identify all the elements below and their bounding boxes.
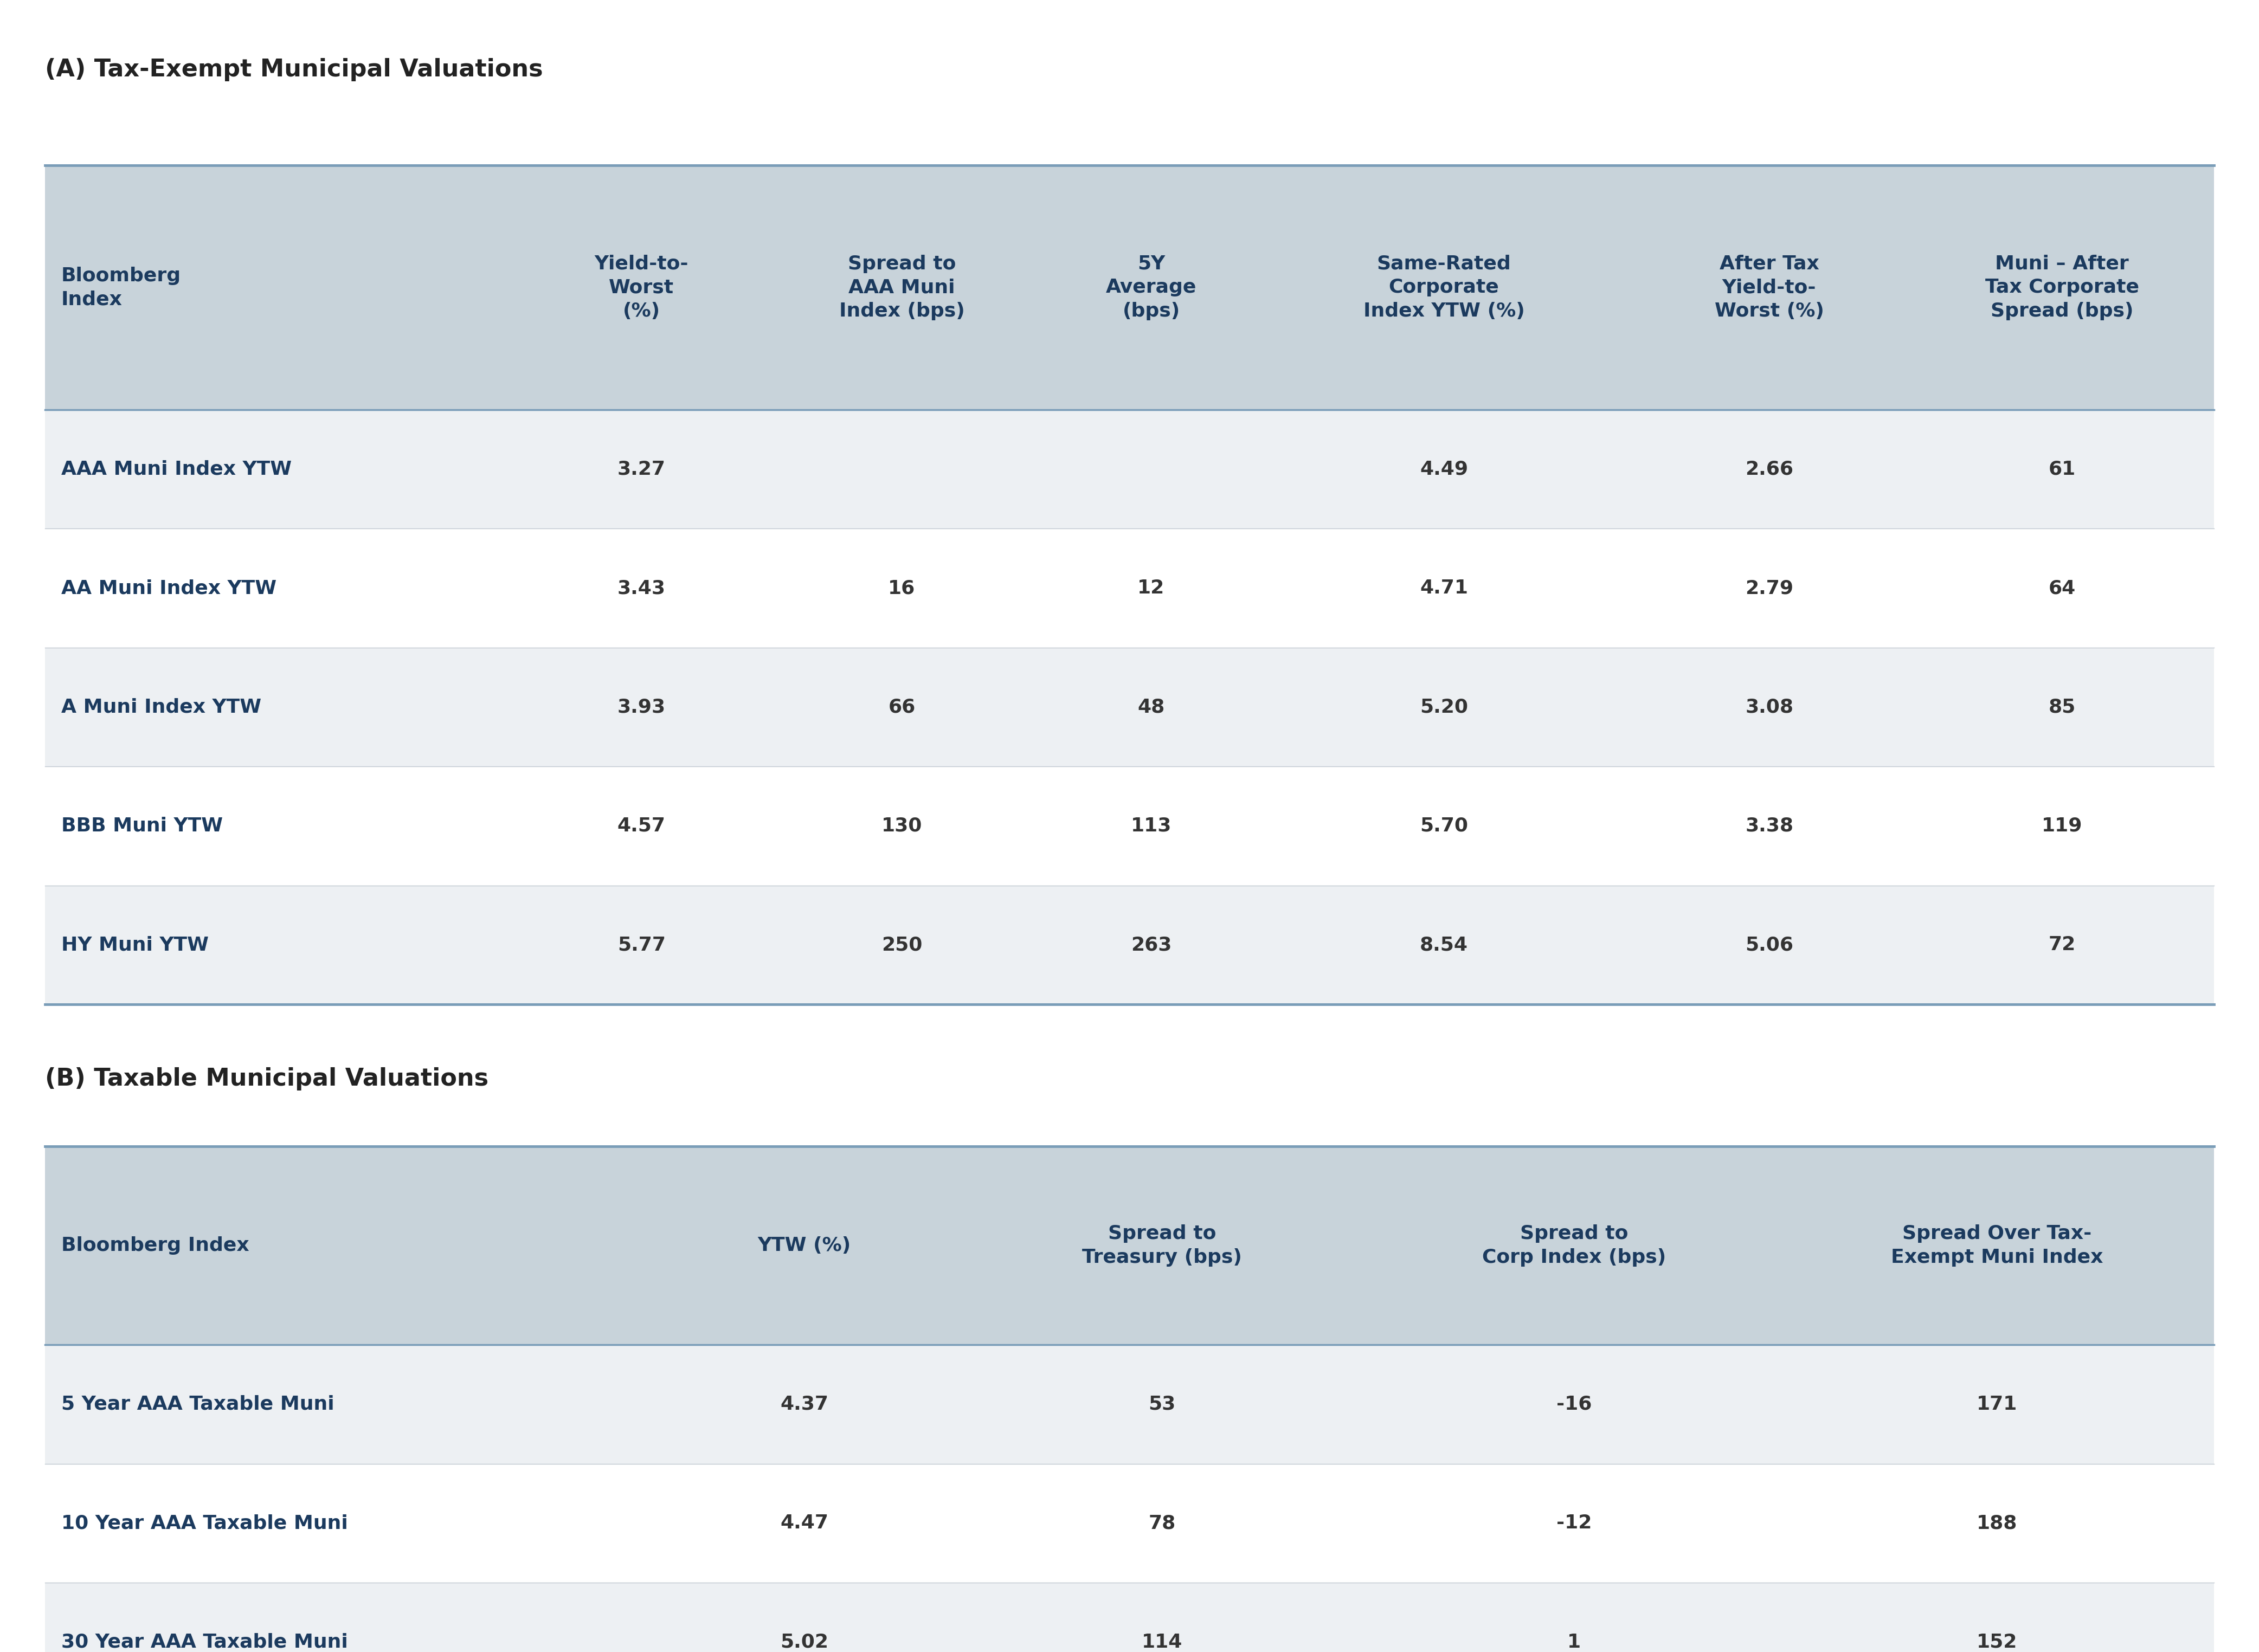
Text: 30 Year AAA Taxable Muni: 30 Year AAA Taxable Muni (61, 1632, 348, 1652)
Text: 250: 250 (881, 935, 922, 955)
Text: 8.54: 8.54 (1421, 935, 1468, 955)
Text: 5.20: 5.20 (1421, 697, 1468, 717)
Bar (45, 1583, 2214, 1652)
Text: 4.71: 4.71 (1421, 578, 1468, 598)
Text: 130: 130 (881, 816, 922, 836)
Text: 5.77: 5.77 (617, 935, 666, 955)
Text: 3.93: 3.93 (617, 697, 666, 717)
Text: Spread to
Treasury (bps): Spread to Treasury (bps) (1082, 1224, 1242, 1267)
Text: 72: 72 (2049, 935, 2076, 955)
Text: 4.49: 4.49 (1421, 459, 1468, 479)
Text: 66: 66 (888, 697, 915, 717)
Text: 2.66: 2.66 (1746, 459, 1794, 479)
Bar (45, 1146, 2214, 1345)
Text: HY Muni YTW: HY Muni YTW (61, 935, 208, 955)
Text: 1: 1 (1568, 1632, 1581, 1652)
Bar (45, 410, 2214, 529)
Text: YTW (%): YTW (%) (757, 1236, 852, 1256)
Text: Yield-to-
Worst
(%): Yield-to- Worst (%) (594, 254, 689, 320)
Text: 4.57: 4.57 (617, 816, 666, 836)
Text: Spread to
Corp Index (bps): Spread to Corp Index (bps) (1482, 1224, 1667, 1267)
Text: 152: 152 (1977, 1632, 2017, 1652)
Text: 85: 85 (2049, 697, 2076, 717)
Text: -12: -12 (1556, 1513, 1593, 1533)
Text: (A) Tax-Exempt Municipal Valuations: (A) Tax-Exempt Municipal Valuations (45, 58, 542, 81)
Text: 4.37: 4.37 (779, 1394, 829, 1414)
Text: 5.02: 5.02 (779, 1632, 829, 1652)
Text: 171: 171 (1977, 1394, 2017, 1414)
Text: 16: 16 (888, 578, 915, 598)
Text: 10 Year AAA Taxable Muni: 10 Year AAA Taxable Muni (61, 1513, 348, 1533)
Text: -16: -16 (1556, 1394, 1593, 1414)
Text: Spread to
AAA Muni
Index (bps): Spread to AAA Muni Index (bps) (838, 254, 965, 320)
Text: 3.27: 3.27 (617, 459, 666, 479)
Text: A Muni Index YTW: A Muni Index YTW (61, 697, 262, 717)
Bar (45, 885, 2214, 1004)
Text: 5 Year AAA Taxable Muni: 5 Year AAA Taxable Muni (61, 1394, 334, 1414)
Text: AAA Muni Index YTW: AAA Muni Index YTW (61, 459, 291, 479)
Text: 3.08: 3.08 (1746, 697, 1794, 717)
Text: Muni – After
Tax Corporate
Spread (bps): Muni – After Tax Corporate Spread (bps) (1986, 254, 2139, 320)
Text: 48: 48 (1139, 697, 1166, 717)
Text: 64: 64 (2049, 578, 2076, 598)
Text: Bloomberg Index: Bloomberg Index (61, 1236, 248, 1256)
Text: 119: 119 (2042, 816, 2083, 836)
Text: Bloomberg
Index: Bloomberg Index (61, 266, 181, 309)
Text: 61: 61 (2049, 459, 2076, 479)
Text: Spread Over Tax-
Exempt Muni Index: Spread Over Tax- Exempt Muni Index (1891, 1224, 2103, 1267)
Text: 263: 263 (1132, 935, 1172, 955)
Text: 5.70: 5.70 (1421, 816, 1468, 836)
Text: 3.43: 3.43 (617, 578, 666, 598)
Bar (45, 1345, 2214, 1464)
Text: 53: 53 (1148, 1394, 1175, 1414)
Text: 114: 114 (1141, 1632, 1181, 1652)
Text: 5.06: 5.06 (1746, 935, 1794, 955)
Text: 4.47: 4.47 (779, 1513, 829, 1533)
Bar (45, 648, 2214, 767)
Text: 5Y
Average
(bps): 5Y Average (bps) (1107, 254, 1197, 320)
Bar (45, 767, 2214, 885)
Bar (45, 165, 2214, 410)
Text: 3.38: 3.38 (1746, 816, 1794, 836)
Text: 113: 113 (1132, 816, 1172, 836)
Bar (45, 529, 2214, 648)
Text: After Tax
Yield-to-
Worst (%): After Tax Yield-to- Worst (%) (1715, 254, 1823, 320)
Text: (B) Taxable Municipal Valuations: (B) Taxable Municipal Valuations (45, 1067, 488, 1090)
Bar (45, 1464, 2214, 1583)
Text: BBB Muni YTW: BBB Muni YTW (61, 816, 224, 836)
Text: 2.79: 2.79 (1746, 578, 1794, 598)
Text: 78: 78 (1148, 1513, 1175, 1533)
Text: 12: 12 (1139, 578, 1166, 598)
Text: AA Muni Index YTW: AA Muni Index YTW (61, 578, 276, 598)
Text: Same-Rated
Corporate
Index YTW (%): Same-Rated Corporate Index YTW (%) (1362, 254, 1525, 320)
Text: 188: 188 (1977, 1513, 2017, 1533)
